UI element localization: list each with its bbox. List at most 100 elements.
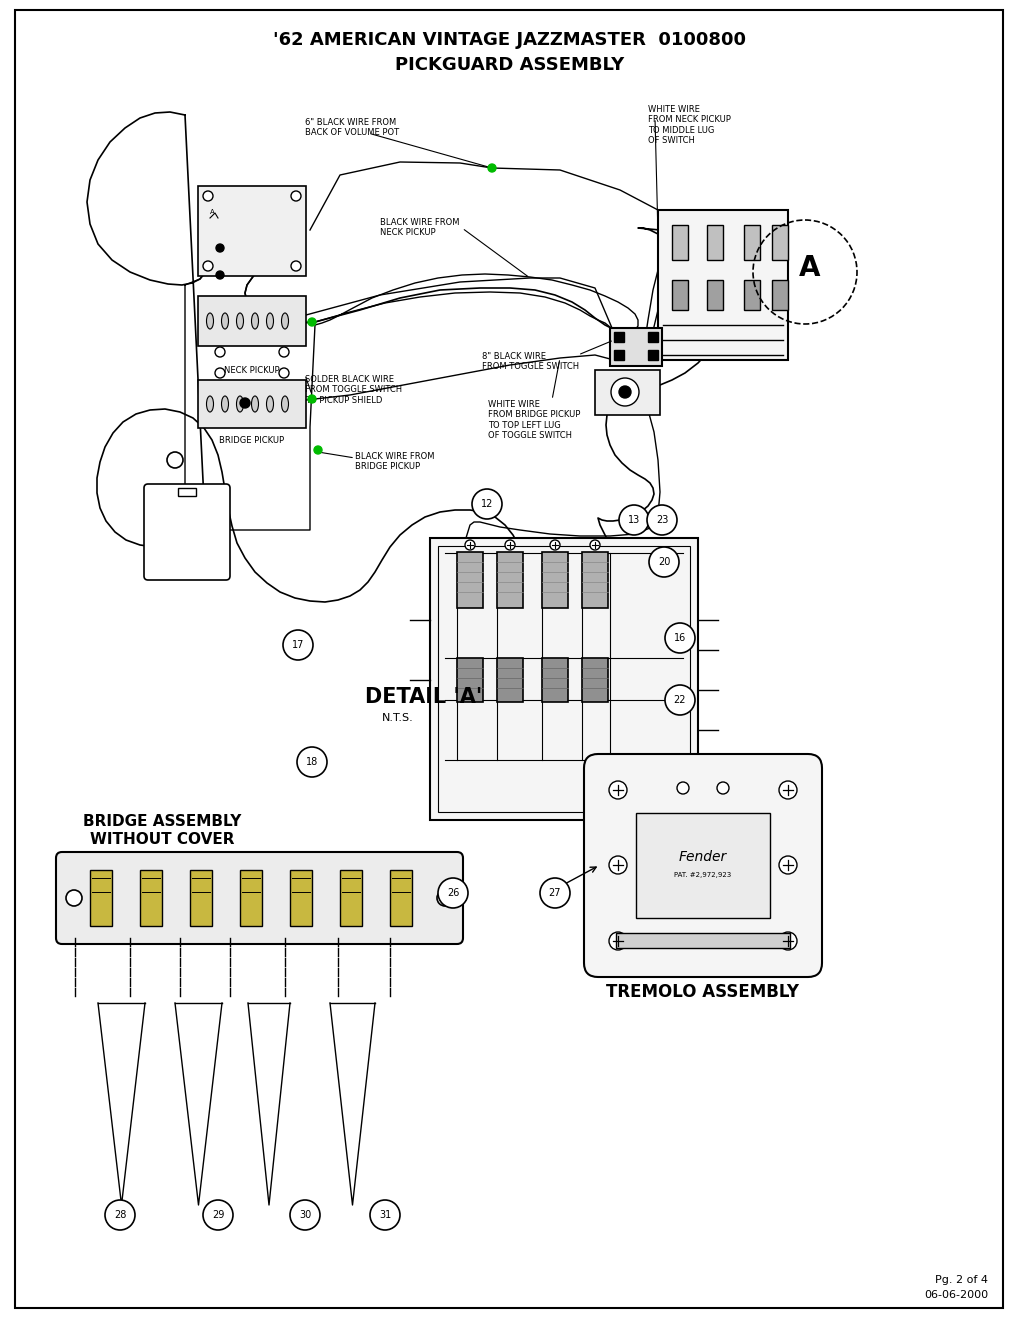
Circle shape [465, 540, 475, 550]
Text: WHITE WIRE
FROM NECK PICKUP
TO MIDDLE LUG
OF SWITCH: WHITE WIRE FROM NECK PICKUP TO MIDDLE LU… [647, 106, 731, 145]
Bar [672, 280, 688, 310]
Text: 22: 22 [674, 696, 686, 705]
Circle shape [539, 878, 570, 908]
Bar [90, 870, 112, 927]
Circle shape [314, 446, 322, 454]
Ellipse shape [221, 313, 228, 329]
Bar [198, 186, 306, 276]
Circle shape [619, 506, 648, 535]
Bar [582, 657, 607, 702]
Text: 20: 20 [657, 557, 669, 568]
Circle shape [290, 191, 301, 201]
Text: 18: 18 [306, 756, 318, 767]
Text: SOLDER BLACK WIRE
FROM TOGGLE SWITCH
TO PICKUP SHIELD: SOLDER BLACK WIRE FROM TOGGLE SWITCH TO … [305, 375, 401, 405]
Circle shape [105, 1200, 135, 1230]
Bar [430, 539, 697, 820]
Bar [743, 280, 759, 310]
Text: 31: 31 [378, 1210, 390, 1220]
Ellipse shape [206, 313, 213, 329]
Bar [140, 870, 162, 927]
Circle shape [619, 385, 631, 399]
Circle shape [279, 368, 288, 378]
Bar [541, 657, 568, 702]
Circle shape [716, 781, 729, 795]
Ellipse shape [266, 313, 273, 329]
Circle shape [203, 191, 213, 201]
Ellipse shape [236, 313, 244, 329]
Bar [496, 657, 523, 702]
Text: A: A [210, 209, 214, 215]
FancyBboxPatch shape [144, 484, 229, 579]
Ellipse shape [206, 396, 213, 412]
Circle shape [504, 540, 515, 550]
Bar [771, 280, 788, 310]
Bar [289, 870, 312, 927]
Text: Fender: Fender [679, 850, 727, 865]
Circle shape [437, 878, 468, 908]
Bar [609, 327, 661, 366]
Circle shape [203, 261, 213, 271]
Bar [613, 333, 624, 342]
Text: WITHOUT COVER: WITHOUT COVER [90, 833, 234, 847]
Circle shape [472, 488, 501, 519]
Bar [613, 350, 624, 360]
Bar [706, 280, 722, 310]
Ellipse shape [266, 396, 273, 412]
Bar [198, 380, 306, 428]
FancyBboxPatch shape [56, 851, 463, 944]
Circle shape [779, 781, 796, 799]
Bar [339, 870, 362, 927]
Bar [198, 296, 306, 346]
Circle shape [282, 630, 313, 660]
Bar [594, 370, 659, 414]
Bar [647, 350, 657, 360]
Circle shape [239, 399, 250, 408]
Bar [743, 224, 759, 260]
Text: 16: 16 [674, 634, 686, 643]
Bar [647, 333, 657, 342]
Circle shape [608, 855, 627, 874]
Ellipse shape [281, 396, 288, 412]
Bar [672, 224, 688, 260]
Text: '62 AMERICAN VINTAGE JAZZMASTER  0100800: '62 AMERICAN VINTAGE JAZZMASTER 0100800 [273, 30, 746, 49]
Bar [457, 657, 483, 702]
Circle shape [487, 164, 495, 172]
Text: BRIDGE PICKUP: BRIDGE PICKUP [219, 436, 284, 445]
Bar [239, 870, 262, 927]
Text: 6" BLACK WIRE FROM
BACK OF VOLUME POT: 6" BLACK WIRE FROM BACK OF VOLUME POT [305, 117, 398, 137]
Ellipse shape [221, 396, 228, 412]
Circle shape [370, 1200, 399, 1230]
Text: TREMOLO ASSEMBLY: TREMOLO ASSEMBLY [606, 983, 799, 1001]
Text: WHITE WIRE
FROM BRIDGE PICKUP
TO TOP LEFT LUG
OF TOGGLE SWITCH: WHITE WIRE FROM BRIDGE PICKUP TO TOP LEF… [487, 400, 580, 440]
Bar [190, 870, 212, 927]
Circle shape [203, 1200, 232, 1230]
Circle shape [664, 685, 694, 715]
Bar [657, 210, 788, 360]
Circle shape [216, 271, 224, 279]
Circle shape [648, 546, 679, 577]
Bar [582, 552, 607, 609]
Text: 23: 23 [655, 515, 667, 525]
Circle shape [216, 244, 224, 252]
Ellipse shape [236, 396, 244, 412]
Circle shape [308, 318, 316, 326]
Bar [541, 552, 568, 609]
Circle shape [549, 540, 559, 550]
Circle shape [279, 347, 288, 356]
Text: PAT. #2,972,923: PAT. #2,972,923 [674, 873, 731, 878]
Bar [706, 224, 722, 260]
Circle shape [610, 378, 638, 407]
Circle shape [664, 623, 694, 653]
Text: 13: 13 [628, 515, 640, 525]
Text: Pg. 2 of 4: Pg. 2 of 4 [934, 1275, 987, 1284]
Text: 12: 12 [480, 499, 493, 510]
Text: 30: 30 [299, 1210, 311, 1220]
Text: 17: 17 [291, 640, 304, 649]
Bar [178, 488, 196, 496]
Bar [771, 224, 788, 260]
Bar [437, 546, 689, 812]
Bar [636, 813, 769, 917]
Ellipse shape [252, 313, 258, 329]
Bar [615, 933, 790, 948]
Circle shape [167, 451, 182, 469]
